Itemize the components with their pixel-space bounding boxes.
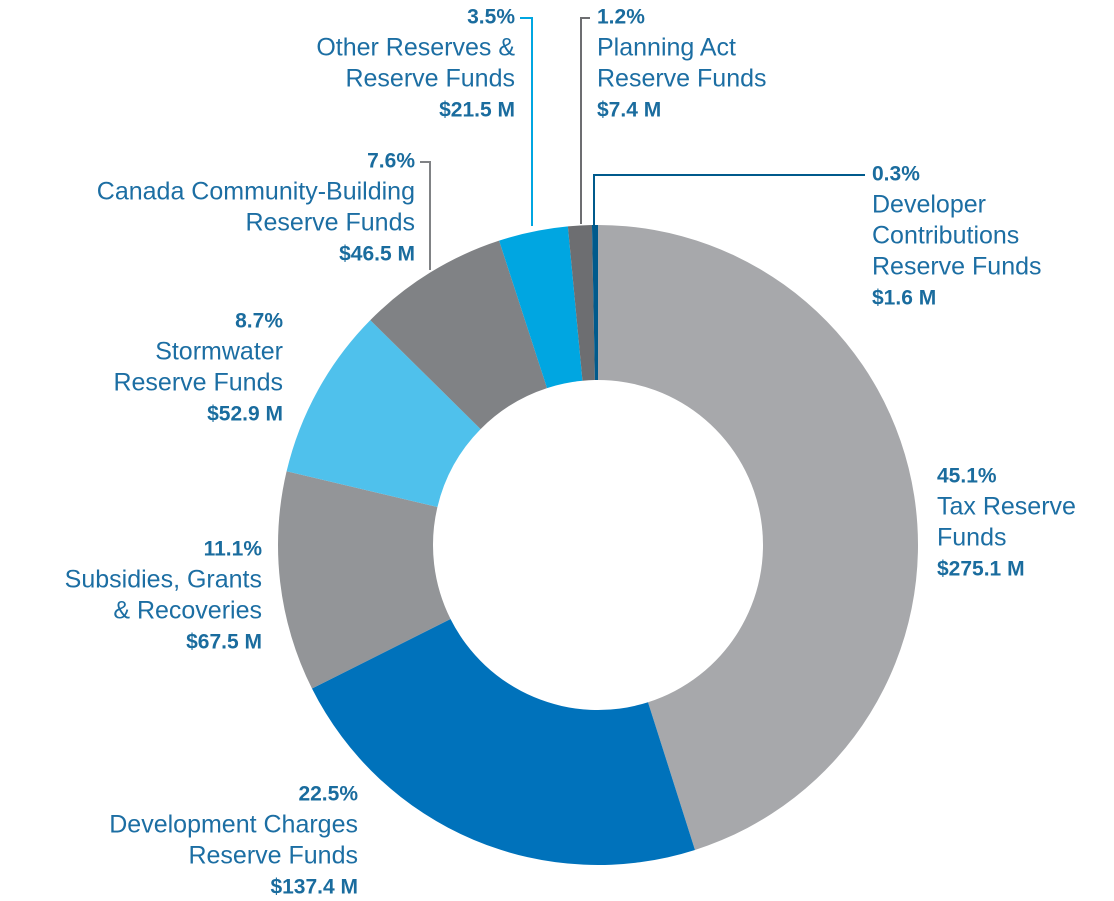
percent-label: 22.5% <box>298 783 358 806</box>
category-label: Canada Community-Building <box>97 178 415 206</box>
category-label: Developer <box>872 191 986 219</box>
amount-label: $46.5 M <box>339 243 415 266</box>
category-label: Development Charges <box>109 811 358 839</box>
amount-label: $1.6 M <box>872 287 936 310</box>
slice <box>499 226 583 389</box>
category-label: Planning Act <box>597 34 736 62</box>
leader-line <box>420 161 431 270</box>
slice <box>567 225 595 381</box>
slice <box>591 225 598 381</box>
amount-label: $137.4 M <box>270 876 358 899</box>
category-label: & Recoveries <box>113 597 262 625</box>
leader-line <box>520 17 533 226</box>
slice <box>286 320 481 507</box>
category-label: Reserve Funds <box>345 65 515 93</box>
leader-line <box>593 174 865 226</box>
category-label: Reserve Funds <box>245 209 415 237</box>
leader-lines <box>420 17 865 270</box>
percent-label: 45.1% <box>937 465 997 488</box>
category-label: Funds <box>937 524 1006 552</box>
leader-line <box>580 17 590 224</box>
category-label: Reserve Funds <box>872 253 1042 281</box>
slice <box>370 240 548 430</box>
amount-label: $52.9 M <box>207 403 283 426</box>
category-label: Stormwater <box>155 338 283 366</box>
category-label: Other Reserves & <box>316 34 515 62</box>
slice <box>278 471 451 689</box>
amount-label: $7.4 M <box>597 99 661 122</box>
percent-label: 3.5% <box>467 6 515 29</box>
percent-label: 7.6% <box>367 150 415 173</box>
category-label: Subsidies, Grants <box>65 566 262 594</box>
category-label: Reserve Funds <box>188 842 358 870</box>
amount-label: $275.1 M <box>937 558 1025 581</box>
percent-label: 0.3% <box>872 163 920 186</box>
amount-label: $67.5 M <box>186 631 262 654</box>
percent-label: 11.1% <box>204 538 263 561</box>
category-label: Contributions <box>872 222 1019 250</box>
slice <box>311 618 695 866</box>
percent-label: 8.7% <box>235 310 283 333</box>
category-label: Tax Reserve <box>937 493 1076 521</box>
amount-label: $21.5 M <box>439 99 515 122</box>
slice <box>598 225 919 850</box>
category-label: Reserve Funds <box>597 65 767 93</box>
category-label: Reserve Funds <box>113 369 283 397</box>
percent-label: 1.2% <box>597 6 645 29</box>
